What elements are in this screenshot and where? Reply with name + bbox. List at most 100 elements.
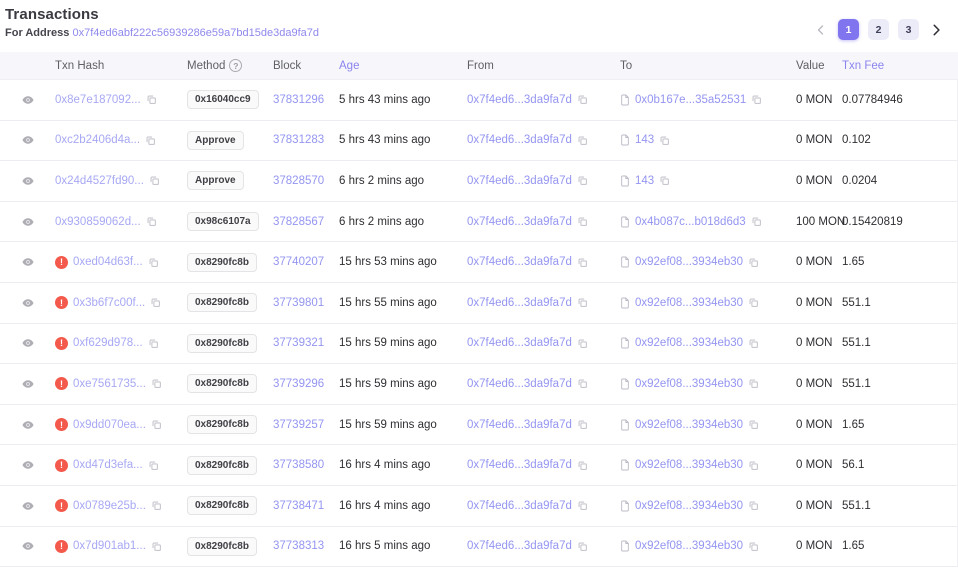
- to-address-link[interactable]: 0x92ef08...3934eb30: [635, 459, 744, 472]
- eye-icon[interactable]: [21, 499, 35, 513]
- to-address-link[interactable]: 0x92ef08...3934eb30: [635, 499, 744, 512]
- to-address-link[interactable]: 0x92ef08...3934eb30: [635, 296, 744, 309]
- eye-icon[interactable]: [21, 458, 35, 472]
- page-button-3[interactable]: 3: [898, 19, 919, 40]
- block-link[interactable]: 37828570: [273, 174, 325, 187]
- copy-icon[interactable]: [577, 216, 588, 227]
- txn-hash-link[interactable]: 0x9dd070ea...: [73, 418, 146, 431]
- eye-icon[interactable]: [21, 174, 35, 188]
- from-address-link[interactable]: 0x7f4ed6...3da9fa7d: [467, 296, 572, 309]
- eye-icon[interactable]: [21, 336, 35, 350]
- block-link[interactable]: 37740207: [273, 256, 325, 269]
- txn-hash-link[interactable]: 0x24d4527fd90...: [55, 174, 144, 187]
- from-address-link[interactable]: 0x7f4ed6...3da9fa7d: [467, 174, 572, 187]
- copy-icon[interactable]: [748, 419, 759, 430]
- copy-icon[interactable]: [146, 94, 157, 105]
- from-address-link[interactable]: 0x7f4ed6...3da9fa7d: [467, 377, 572, 390]
- help-icon[interactable]: [229, 59, 243, 72]
- block-link[interactable]: 37738471: [273, 499, 325, 512]
- address-link[interactable]: 0x7f4ed6abf222c56939286e59a7bd15de3da9fa…: [72, 27, 319, 39]
- to-address-link[interactable]: 0x92ef08...3934eb30: [635, 256, 744, 269]
- copy-icon[interactable]: [751, 94, 762, 105]
- copy-icon[interactable]: [148, 460, 159, 471]
- eye-icon[interactable]: [21, 93, 35, 107]
- copy-icon[interactable]: [748, 500, 759, 511]
- block-link[interactable]: 37831296: [273, 93, 325, 106]
- eye-icon[interactable]: [21, 215, 35, 229]
- copy-icon[interactable]: [748, 257, 759, 268]
- eye-icon[interactable]: [21, 539, 35, 553]
- copy-icon[interactable]: [148, 257, 159, 268]
- copy-icon[interactable]: [577, 257, 588, 268]
- copy-icon[interactable]: [151, 500, 162, 511]
- copy-icon[interactable]: [748, 378, 759, 389]
- copy-icon[interactable]: [148, 338, 159, 349]
- block-link[interactable]: 37739296: [273, 377, 325, 390]
- copy-icon[interactable]: [577, 135, 588, 146]
- txn-hash-link[interactable]: 0x3b6f7c00f...: [73, 296, 146, 309]
- block-link[interactable]: 37831283: [273, 134, 325, 147]
- to-address-link[interactable]: 0x4b087c...b018d6d3: [635, 215, 746, 228]
- eye-icon[interactable]: [21, 296, 35, 310]
- block-link[interactable]: 37738580: [273, 459, 325, 472]
- txn-hash-link[interactable]: 0xd47d3efa...: [73, 459, 143, 472]
- txn-hash-link[interactable]: 0x8e7e187092...: [55, 93, 141, 106]
- copy-icon[interactable]: [151, 419, 162, 430]
- txn-hash-link[interactable]: 0xed04d63f...: [73, 256, 143, 269]
- copy-icon[interactable]: [577, 419, 588, 430]
- column-age[interactable]: Age: [339, 59, 360, 72]
- copy-icon[interactable]: [659, 175, 670, 186]
- copy-icon[interactable]: [659, 135, 670, 146]
- column-txn-fee[interactable]: Txn Fee: [842, 59, 885, 72]
- block-link[interactable]: 37738313: [273, 540, 325, 553]
- copy-icon[interactable]: [577, 500, 588, 511]
- copy-icon[interactable]: [577, 378, 588, 389]
- chevron-left-icon[interactable]: [813, 22, 829, 38]
- copy-icon[interactable]: [748, 338, 759, 349]
- block-link[interactable]: 37739321: [273, 337, 325, 350]
- to-address-link[interactable]: 0x0b167e...35a52531: [635, 93, 747, 106]
- copy-icon[interactable]: [751, 216, 762, 227]
- copy-icon[interactable]: [151, 541, 162, 552]
- page-button-2[interactable]: 2: [868, 19, 889, 40]
- eye-icon[interactable]: [21, 255, 35, 269]
- copy-icon[interactable]: [577, 94, 588, 105]
- chevron-right-icon[interactable]: [928, 22, 944, 38]
- to-address-link[interactable]: 0x92ef08...3934eb30: [635, 377, 744, 390]
- txn-hash-link[interactable]: 0x0789e25b...: [73, 499, 146, 512]
- copy-icon[interactable]: [748, 460, 759, 471]
- copy-icon[interactable]: [149, 175, 160, 186]
- copy-icon[interactable]: [145, 135, 156, 146]
- eye-icon[interactable]: [21, 418, 35, 432]
- copy-icon[interactable]: [577, 460, 588, 471]
- txn-hash-link[interactable]: 0xe7561735...: [73, 377, 146, 390]
- to-address-link[interactable]: 0x92ef08...3934eb30: [635, 418, 744, 431]
- from-address-link[interactable]: 0x7f4ed6...3da9fa7d: [467, 337, 572, 350]
- block-link[interactable]: 37828567: [273, 215, 325, 228]
- from-address-link[interactable]: 0x7f4ed6...3da9fa7d: [467, 134, 572, 147]
- copy-icon[interactable]: [748, 541, 759, 552]
- txn-hash-link[interactable]: 0x7d901ab1...: [73, 540, 146, 553]
- copy-icon[interactable]: [748, 297, 759, 308]
- block-link[interactable]: 37739257: [273, 418, 325, 431]
- txn-hash-link[interactable]: 0xc2b2406d4a...: [55, 134, 141, 147]
- copy-icon[interactable]: [150, 297, 161, 308]
- txn-hash-link[interactable]: 0xf629d978...: [73, 337, 143, 350]
- from-address-link[interactable]: 0x7f4ed6...3da9fa7d: [467, 256, 572, 269]
- copy-icon[interactable]: [146, 216, 157, 227]
- eye-icon[interactable]: [21, 133, 35, 147]
- copy-icon[interactable]: [151, 378, 162, 389]
- to-address-link[interactable]: 143: [635, 174, 655, 187]
- to-address-link[interactable]: 143: [635, 134, 655, 147]
- from-address-link[interactable]: 0x7f4ed6...3da9fa7d: [467, 93, 572, 106]
- copy-icon[interactable]: [577, 175, 588, 186]
- from-address-link[interactable]: 0x7f4ed6...3da9fa7d: [467, 418, 572, 431]
- from-address-link[interactable]: 0x7f4ed6...3da9fa7d: [467, 540, 572, 553]
- copy-icon[interactable]: [577, 338, 588, 349]
- to-address-link[interactable]: 0x92ef08...3934eb30: [635, 540, 744, 553]
- txn-hash-link[interactable]: 0x930859062d...: [55, 215, 141, 228]
- copy-icon[interactable]: [577, 541, 588, 552]
- page-button-1[interactable]: 1: [838, 19, 859, 40]
- from-address-link[interactable]: 0x7f4ed6...3da9fa7d: [467, 215, 572, 228]
- to-address-link[interactable]: 0x92ef08...3934eb30: [635, 337, 744, 350]
